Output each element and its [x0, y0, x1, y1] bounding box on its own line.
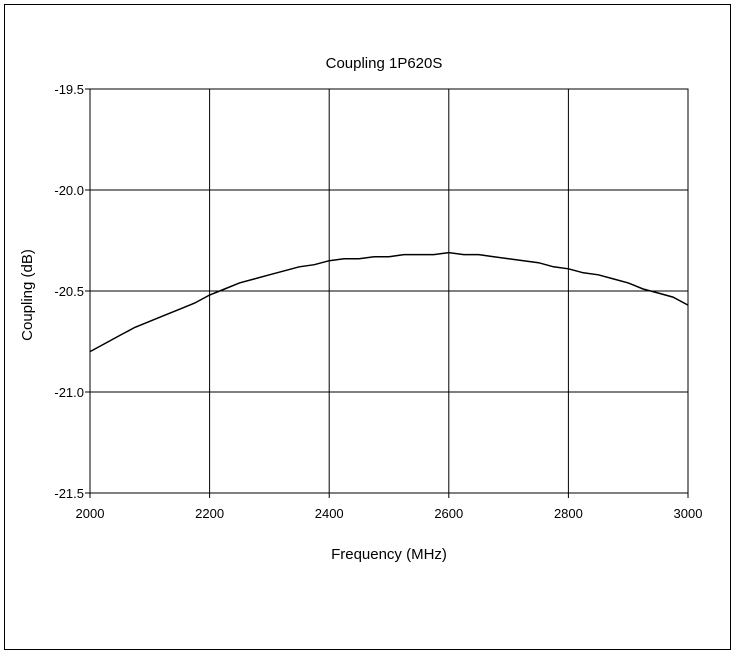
y-tick-label: -20.5 — [54, 284, 84, 299]
line-chart: Coupling 1P620S -19.5 -20.0 -20.5 -21.0 -21.… — [19, 55, 703, 563]
x-tick-label: 2200 — [195, 506, 224, 521]
y-axis-label: Coupling (dB) — [19, 249, 36, 341]
y-tick-label: -20.0 — [54, 183, 84, 198]
series-line-coupling — [89, 251, 689, 353]
x-tick-label: 2600 — [434, 506, 463, 521]
x-axis-ticks: 2000 2200 2400 2600 2800 3000 — [76, 493, 703, 521]
y-tick-label: -21.5 — [54, 486, 84, 501]
x-tick-label: 2000 — [76, 506, 105, 521]
y-axis-ticks: -19.5 -20.0 -20.5 -21.0 -21.5 — [54, 82, 90, 501]
x-axis-label: Frequency (MHz) — [331, 546, 447, 563]
x-tick-label: 3000 — [674, 506, 703, 521]
chart-title: Coupling 1P620S — [326, 55, 443, 72]
chart-frame: Coupling 1P620S -19.5 -20.0 -20.5 -21.0 -21.… — [4, 4, 731, 650]
x-tick-label: 2400 — [315, 506, 344, 521]
y-tick-label: -21.0 — [54, 385, 84, 400]
grid — [89, 88, 689, 494]
x-tick-label: 2800 — [554, 506, 583, 521]
y-tick-label: -19.5 — [54, 82, 84, 97]
